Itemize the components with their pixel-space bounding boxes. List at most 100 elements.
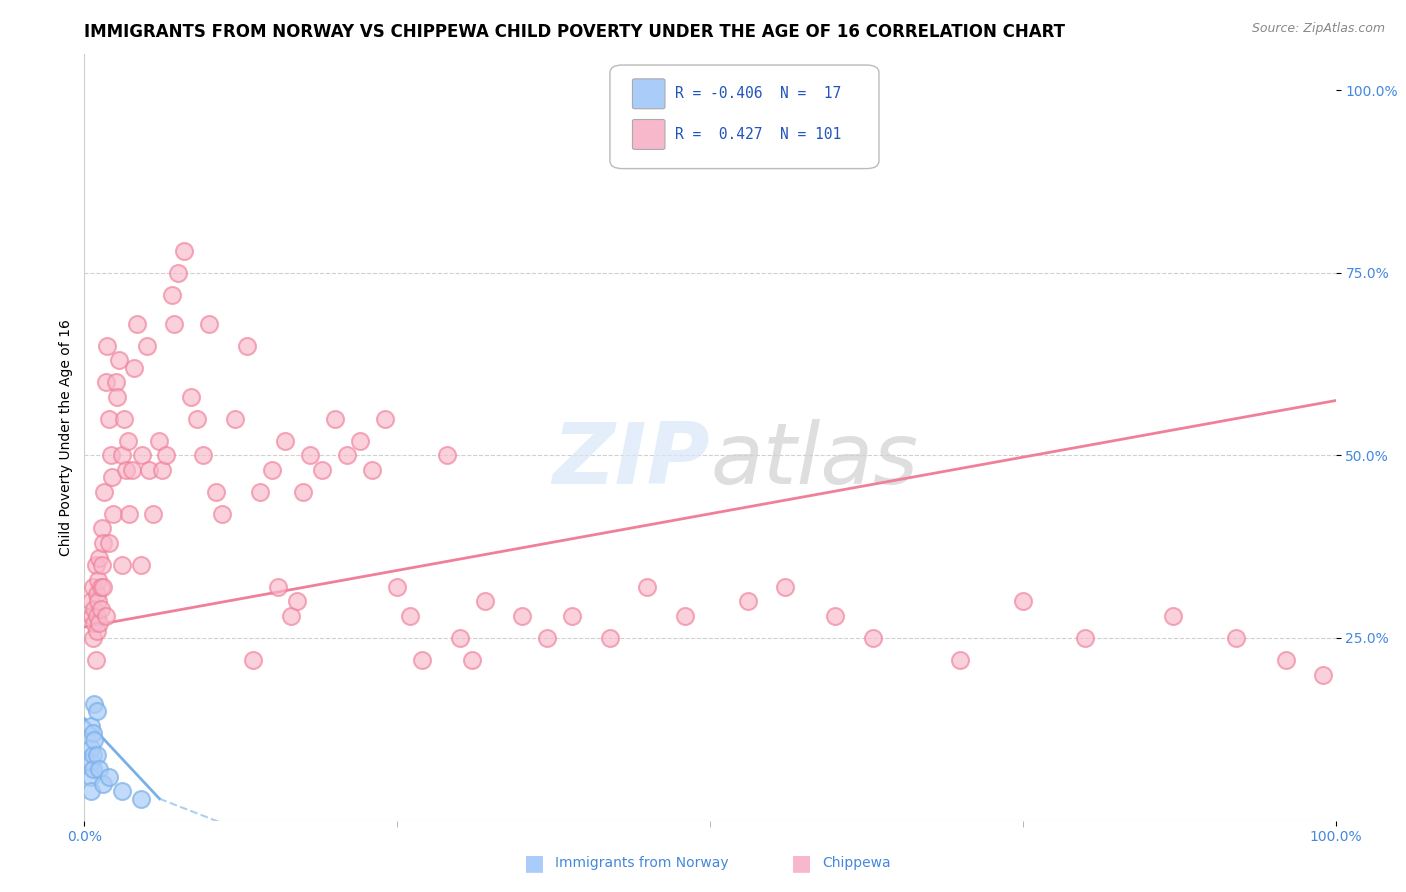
Point (449, 631, 471, 645)
Point (1161, 609, 1184, 624)
Point (108, 353, 131, 368)
Point (86, 587, 108, 601)
Point (673, 609, 696, 624)
FancyBboxPatch shape (633, 120, 665, 150)
Point (1274, 653, 1296, 667)
Point (79, 784, 101, 798)
Point (98, 770, 121, 784)
Point (79, 719, 101, 733)
Text: atlas: atlas (710, 418, 918, 501)
Point (82, 763, 104, 777)
Point (111, 558, 134, 572)
Point (80, 609, 103, 624)
Point (129, 558, 152, 572)
Point (298, 448, 321, 462)
Point (111, 784, 134, 798)
Point (142, 507, 165, 521)
Text: ■: ■ (524, 854, 544, 873)
Point (262, 463, 284, 477)
Point (91, 580, 114, 594)
Point (186, 412, 208, 426)
Point (198, 317, 221, 331)
Text: IMMIGRANTS FROM NORWAY VS CHIPPEWA CHILD POVERTY UNDER THE AGE OF 16 CORRELATION: IMMIGRANTS FROM NORWAY VS CHIPPEWA CHILD… (84, 23, 1066, 41)
Point (824, 609, 846, 624)
Point (599, 631, 621, 645)
Point (461, 653, 484, 667)
Point (1012, 594, 1035, 608)
Text: ■: ■ (792, 854, 811, 873)
Point (83, 733, 105, 747)
Point (204, 484, 226, 499)
Point (385, 580, 409, 594)
Point (84, 558, 107, 572)
Point (101, 507, 124, 521)
Point (86, 624, 108, 638)
Point (160, 287, 183, 301)
Point (94, 609, 117, 624)
Point (79, 755, 101, 769)
Point (131, 448, 153, 462)
Point (79, 594, 101, 608)
Point (100, 448, 122, 462)
Point (273, 434, 295, 448)
Point (86, 704, 108, 718)
Point (94, 376, 117, 390)
Point (167, 266, 190, 280)
Point (285, 594, 308, 608)
Point (114, 463, 136, 477)
Point (249, 484, 271, 499)
Point (1225, 631, 1247, 645)
Point (336, 448, 359, 462)
Point (129, 791, 152, 805)
Point (148, 434, 170, 448)
Point (150, 463, 173, 477)
Point (862, 631, 884, 645)
Point (536, 631, 558, 645)
Point (173, 244, 195, 258)
Point (84, 653, 107, 667)
Text: Immigrants from Norway: Immigrants from Norway (555, 856, 728, 871)
Point (112, 412, 135, 426)
Point (361, 463, 384, 477)
Point (242, 653, 264, 667)
Text: Source: ZipAtlas.com: Source: ZipAtlas.com (1251, 22, 1385, 36)
Point (267, 580, 290, 594)
Point (91, 777, 114, 791)
Point (193, 448, 215, 462)
Point (180, 390, 202, 404)
Point (323, 412, 346, 426)
Point (89, 763, 111, 777)
Point (83, 616, 105, 631)
Point (93, 484, 115, 499)
Point (311, 463, 333, 477)
Point (436, 448, 458, 462)
Point (82, 726, 104, 740)
Point (773, 580, 796, 594)
Point (90, 558, 112, 572)
Point (136, 339, 159, 353)
FancyBboxPatch shape (610, 65, 879, 169)
Point (512, 609, 534, 624)
Point (91, 536, 114, 550)
Point (224, 412, 246, 426)
Text: R = -0.406  N =  17: R = -0.406 N = 17 (675, 87, 841, 102)
Point (163, 317, 186, 331)
Point (211, 507, 233, 521)
Point (949, 653, 972, 667)
Point (96, 339, 118, 353)
Point (87, 594, 110, 608)
Point (292, 484, 315, 499)
Point (561, 609, 583, 624)
Point (125, 317, 148, 331)
Point (87, 573, 110, 587)
Point (89, 616, 111, 631)
Point (737, 594, 759, 608)
Point (474, 594, 496, 608)
Point (83, 601, 105, 615)
Point (104, 376, 127, 390)
Point (1312, 667, 1334, 681)
Point (82, 580, 104, 594)
Point (111, 448, 134, 462)
Point (83, 697, 105, 711)
Text: ZIP: ZIP (553, 418, 710, 501)
